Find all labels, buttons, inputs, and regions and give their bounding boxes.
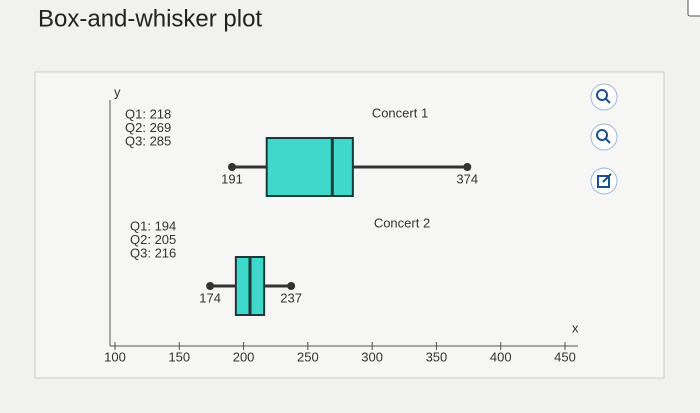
y-axis-label: y xyxy=(114,84,121,99)
quartile-label: Q1: 218 xyxy=(125,106,171,121)
x-axis-label: x xyxy=(572,320,579,335)
box xyxy=(265,137,354,197)
x-tick-label: 250 xyxy=(297,349,319,364)
page-title: Box-and-whisker plot xyxy=(38,5,262,32)
max-point xyxy=(463,163,472,171)
x-tick-label: 300 xyxy=(361,349,383,364)
quartile-label: Q2: 269 xyxy=(125,120,171,135)
min-point xyxy=(228,163,236,171)
x-tick-label: 200 xyxy=(233,349,255,364)
series-name: Concert 1 xyxy=(372,105,428,120)
corner-icon[interactable] xyxy=(687,0,700,17)
series-name: Concert 2 xyxy=(374,215,430,230)
max-label: 374 xyxy=(456,171,478,186)
x-tick-label: 100 xyxy=(104,349,126,364)
x-tick-label: 350 xyxy=(426,349,448,364)
min-label: 191 xyxy=(221,171,243,186)
quartile-label: Q1: 194 xyxy=(130,218,176,233)
max-label: 237 xyxy=(280,290,302,305)
zoom-in-button[interactable] xyxy=(590,83,618,111)
x-tick-label: 150 xyxy=(168,349,190,364)
max-point xyxy=(287,282,296,290)
quartile-label: Q3: 216 xyxy=(130,245,176,260)
zoom-out-button[interactable] xyxy=(590,123,618,151)
expand-button[interactable] xyxy=(590,167,618,195)
x-tick-label: 450 xyxy=(554,349,576,364)
min-label: 174 xyxy=(199,290,221,305)
x-tick-label: 400 xyxy=(490,349,512,364)
chart-frame xyxy=(34,71,665,379)
quartile-label: Q3: 285 xyxy=(125,133,171,148)
min-point xyxy=(206,282,215,290)
quartile-label: Q2: 205 xyxy=(130,232,176,247)
